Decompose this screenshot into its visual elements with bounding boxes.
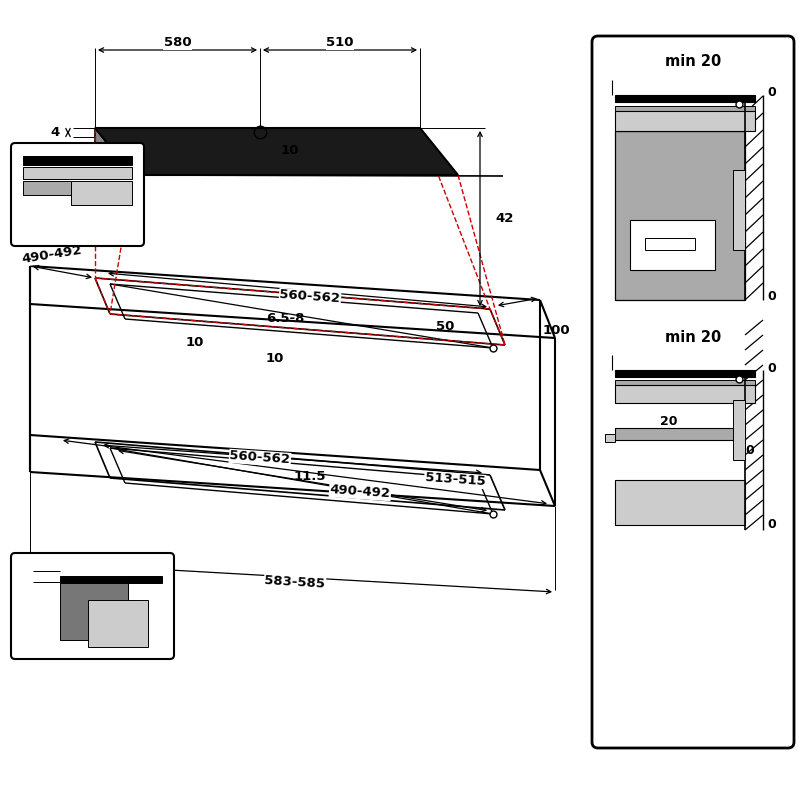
Text: min 20: min 20 [665, 54, 721, 70]
Text: 0: 0 [767, 86, 776, 99]
Text: 513-515: 513-515 [424, 471, 486, 489]
Bar [88, 600, 148, 647]
Bar [615, 370, 755, 377]
Bar [615, 385, 755, 403]
Polygon shape [95, 128, 133, 218]
Bar [615, 111, 755, 131]
FancyBboxPatch shape [592, 36, 794, 748]
Bar [60, 576, 162, 583]
FancyBboxPatch shape [11, 553, 174, 659]
Text: 583-585: 583-585 [264, 574, 326, 590]
Bar [645, 238, 695, 250]
Text: 0: 0 [767, 290, 776, 303]
Bar [615, 428, 745, 440]
Text: 11.5: 11.5 [294, 470, 326, 483]
Text: 6.5-8: 6.5-8 [266, 311, 304, 325]
Text: 560-562: 560-562 [279, 288, 341, 306]
Text: 560-562: 560-562 [230, 450, 290, 466]
FancyBboxPatch shape [11, 143, 144, 246]
Polygon shape [95, 128, 458, 175]
Text: 6: 6 [20, 558, 30, 572]
Bar [23, 181, 71, 195]
Bar [605, 434, 615, 442]
Bar [615, 380, 755, 385]
Text: 490-492: 490-492 [21, 244, 83, 266]
Bar [71, 181, 132, 205]
Text: 510: 510 [326, 37, 354, 50]
Text: 10: 10 [281, 143, 299, 157]
Bar [733, 170, 745, 250]
Bar [615, 95, 755, 102]
Text: 0: 0 [767, 362, 776, 374]
Bar [23, 156, 132, 165]
Text: 4: 4 [50, 126, 60, 139]
Text: 20: 20 [660, 415, 678, 428]
Bar [615, 106, 755, 111]
Bar [23, 167, 132, 179]
Bar [630, 220, 715, 270]
Text: 10: 10 [186, 335, 204, 349]
Bar [615, 131, 745, 300]
Text: 10: 10 [266, 351, 284, 365]
Text: 0: 0 [746, 443, 754, 457]
Text: 580: 580 [164, 37, 191, 50]
Bar [615, 480, 745, 525]
Text: 50: 50 [436, 321, 454, 334]
Text: min 20: min 20 [665, 330, 721, 346]
Bar [733, 400, 745, 460]
Text: 0: 0 [767, 518, 776, 531]
Text: 100: 100 [543, 323, 570, 337]
Text: 42: 42 [495, 212, 514, 225]
Text: 490-492: 490-492 [330, 483, 390, 501]
Bar [60, 583, 128, 640]
